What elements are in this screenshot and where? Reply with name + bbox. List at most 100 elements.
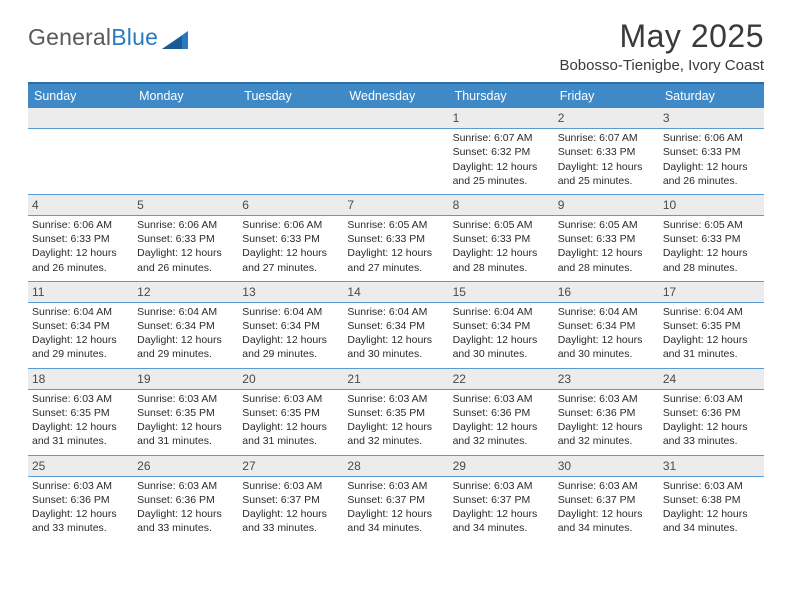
day-number: 12 — [133, 282, 238, 302]
cell-lines: Sunrise: 6:03 AMSunset: 6:36 PMDaylight:… — [663, 390, 760, 449]
cell-daylight2: and 32 minutes. — [558, 434, 655, 448]
cell-sunset: Sunset: 6:33 PM — [558, 145, 655, 159]
calendar-daynum-cell — [133, 108, 238, 129]
cell-sunset: Sunset: 6:34 PM — [558, 319, 655, 333]
calendar-daynum-cell: 24 — [659, 368, 764, 389]
calendar-daynum-cell: 31 — [659, 455, 764, 476]
cell-daylight1: Daylight: 12 hours — [453, 333, 550, 347]
cell-daylight2: and 27 minutes. — [347, 261, 444, 275]
cell-lines: Sunrise: 6:03 AMSunset: 6:37 PMDaylight:… — [453, 477, 550, 536]
cell-sunrise: Sunrise: 6:03 AM — [663, 479, 760, 493]
day-number: 2 — [554, 108, 659, 128]
calendar-daynum-cell: 25 — [28, 455, 133, 476]
cell-sunset: Sunset: 6:33 PM — [137, 232, 234, 246]
cell-daylight1: Daylight: 12 hours — [32, 246, 129, 260]
cell-sunset: Sunset: 6:35 PM — [347, 406, 444, 420]
cell-sunset: Sunset: 6:34 PM — [453, 319, 550, 333]
cell-lines: Sunrise: 6:06 AMSunset: 6:33 PMDaylight:… — [137, 216, 234, 275]
cell-daylight1: Daylight: 12 hours — [242, 333, 339, 347]
cell-sunset: Sunset: 6:33 PM — [32, 232, 129, 246]
calendar-daynum-cell: 14 — [343, 281, 448, 302]
calendar-daynum-cell: 29 — [449, 455, 554, 476]
cell-daylight1: Daylight: 12 hours — [347, 333, 444, 347]
cell-daylight2: and 34 minutes. — [453, 521, 550, 535]
day-number: 28 — [343, 456, 448, 476]
cell-sunrise: Sunrise: 6:03 AM — [347, 392, 444, 406]
cell-sunrise: Sunrise: 6:03 AM — [32, 479, 129, 493]
day-number: 11 — [28, 282, 133, 302]
cell-sunset: Sunset: 6:36 PM — [137, 493, 234, 507]
calendar-daynum-cell: 30 — [554, 455, 659, 476]
calendar-daynum-cell: 7 — [343, 194, 448, 215]
calendar-cell: Sunrise: 6:06 AMSunset: 6:33 PMDaylight:… — [659, 129, 764, 195]
cell-sunrise: Sunrise: 6:03 AM — [453, 479, 550, 493]
calendar-cell — [343, 129, 448, 195]
calendar-daynum-cell: 23 — [554, 368, 659, 389]
calendar-cell: Sunrise: 6:05 AMSunset: 6:33 PMDaylight:… — [659, 216, 764, 282]
day-number: 7 — [343, 195, 448, 215]
day-header: Monday — [133, 83, 238, 108]
cell-daylight1: Daylight: 12 hours — [663, 420, 760, 434]
cell-lines: Sunrise: 6:03 AMSunset: 6:36 PMDaylight:… — [558, 390, 655, 449]
calendar-cell — [28, 129, 133, 195]
calendar-body: 123 Sunrise: 6:07 AMSunset: 6:32 PMDayli… — [28, 108, 764, 541]
calendar-daynum-cell: 12 — [133, 281, 238, 302]
calendar-daynum-cell: 13 — [238, 281, 343, 302]
calendar-content-row: Sunrise: 6:04 AMSunset: 6:34 PMDaylight:… — [28, 302, 764, 368]
day-number: 30 — [554, 456, 659, 476]
cell-lines: Sunrise: 6:07 AMSunset: 6:33 PMDaylight:… — [558, 129, 655, 188]
page-header: GeneralBlue May 2025 Bobosso-Tienigbe, I… — [28, 18, 764, 74]
cell-lines: Sunrise: 6:03 AMSunset: 6:36 PMDaylight:… — [453, 390, 550, 449]
cell-sunrise: Sunrise: 6:03 AM — [242, 392, 339, 406]
cell-lines: Sunrise: 6:03 AMSunset: 6:36 PMDaylight:… — [137, 477, 234, 536]
cell-daylight1: Daylight: 12 hours — [558, 507, 655, 521]
calendar-cell: Sunrise: 6:06 AMSunset: 6:33 PMDaylight:… — [28, 216, 133, 282]
day-number — [133, 108, 238, 128]
day-number: 21 — [343, 369, 448, 389]
cell-daylight2: and 30 minutes. — [558, 347, 655, 361]
page-subtitle: Bobosso-Tienigbe, Ivory Coast — [559, 57, 764, 74]
day-number: 9 — [554, 195, 659, 215]
title-block: May 2025 Bobosso-Tienigbe, Ivory Coast — [559, 18, 764, 74]
calendar-page: GeneralBlue May 2025 Bobosso-Tienigbe, I… — [0, 0, 792, 612]
cell-sunset: Sunset: 6:32 PM — [453, 145, 550, 159]
logo-triangle-icon — [162, 27, 188, 49]
cell-daylight2: and 34 minutes. — [558, 521, 655, 535]
cell-sunset: Sunset: 6:34 PM — [137, 319, 234, 333]
cell-daylight1: Daylight: 12 hours — [663, 507, 760, 521]
cell-sunrise: Sunrise: 6:07 AM — [453, 131, 550, 145]
cell-daylight2: and 33 minutes. — [32, 521, 129, 535]
cell-daylight2: and 28 minutes. — [558, 261, 655, 275]
calendar-cell: Sunrise: 6:06 AMSunset: 6:33 PMDaylight:… — [133, 216, 238, 282]
cell-sunrise: Sunrise: 6:05 AM — [347, 218, 444, 232]
cell-daylight2: and 34 minutes. — [347, 521, 444, 535]
calendar-daynum-cell: 26 — [133, 455, 238, 476]
cell-sunset: Sunset: 6:38 PM — [663, 493, 760, 507]
calendar-daynum-row: 25262728293031 — [28, 455, 764, 476]
cell-lines: Sunrise: 6:05 AMSunset: 6:33 PMDaylight:… — [558, 216, 655, 275]
cell-sunrise: Sunrise: 6:03 AM — [663, 392, 760, 406]
cell-sunset: Sunset: 6:33 PM — [347, 232, 444, 246]
calendar-content-row: Sunrise: 6:07 AMSunset: 6:32 PMDaylight:… — [28, 129, 764, 195]
cell-lines: Sunrise: 6:04 AMSunset: 6:34 PMDaylight:… — [242, 303, 339, 362]
day-number: 4 — [28, 195, 133, 215]
cell-lines: Sunrise: 6:05 AMSunset: 6:33 PMDaylight:… — [347, 216, 444, 275]
calendar-cell: Sunrise: 6:05 AMSunset: 6:33 PMDaylight:… — [554, 216, 659, 282]
cell-daylight1: Daylight: 12 hours — [32, 333, 129, 347]
cell-sunrise: Sunrise: 6:07 AM — [558, 131, 655, 145]
day-number: 10 — [659, 195, 764, 215]
cell-daylight2: and 29 minutes. — [32, 347, 129, 361]
cell-daylight1: Daylight: 12 hours — [137, 246, 234, 260]
cell-sunset: Sunset: 6:33 PM — [663, 145, 760, 159]
calendar-daynum-cell: 11 — [28, 281, 133, 302]
day-number: 18 — [28, 369, 133, 389]
cell-daylight1: Daylight: 12 hours — [453, 507, 550, 521]
cell-daylight1: Daylight: 12 hours — [242, 246, 339, 260]
calendar-daynum-cell: 5 — [133, 194, 238, 215]
cell-sunrise: Sunrise: 6:04 AM — [137, 305, 234, 319]
cell-sunrise: Sunrise: 6:04 AM — [347, 305, 444, 319]
cell-daylight1: Daylight: 12 hours — [32, 507, 129, 521]
cell-daylight2: and 31 minutes. — [663, 347, 760, 361]
calendar-cell: Sunrise: 6:04 AMSunset: 6:34 PMDaylight:… — [133, 302, 238, 368]
calendar-cell: Sunrise: 6:03 AMSunset: 6:37 PMDaylight:… — [554, 476, 659, 541]
